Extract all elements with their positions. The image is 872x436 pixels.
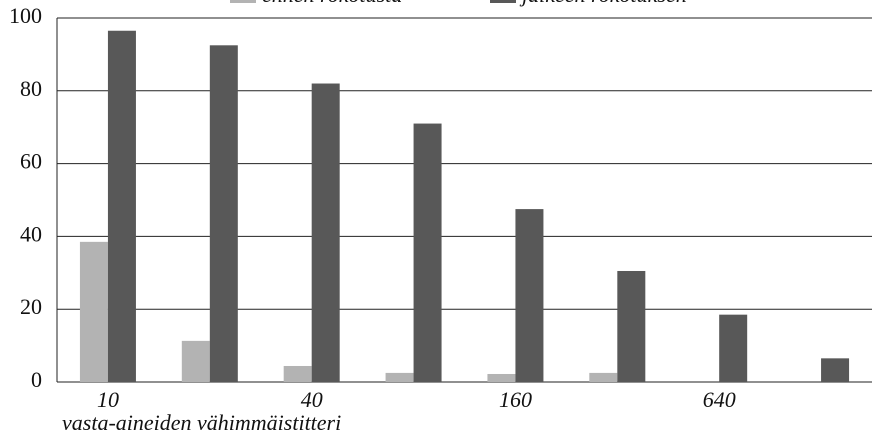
legend-swatch	[230, 0, 256, 3]
bar	[413, 123, 442, 382]
legend-label: ennen rokotusta	[262, 0, 402, 7]
y-tick-label: 40	[20, 221, 42, 246]
y-tick-label: 20	[20, 294, 42, 319]
x-tick-label: 640	[703, 387, 736, 412]
y-tick-label: 0	[31, 367, 42, 392]
bar	[181, 340, 210, 382]
legend-label: jälkeen rokotuksen	[519, 0, 687, 7]
bar	[589, 372, 618, 382]
bar	[515, 209, 544, 382]
x-tick-label: 10	[97, 387, 119, 412]
bar	[821, 358, 850, 382]
x-tick-label: 160	[499, 387, 532, 412]
bar	[617, 270, 646, 382]
bar	[79, 241, 108, 382]
bar	[719, 314, 748, 382]
bar	[107, 30, 136, 383]
bar	[385, 372, 414, 382]
bar	[487, 373, 516, 382]
bar	[209, 45, 238, 383]
legend-swatch	[490, 0, 516, 3]
bar	[283, 365, 312, 382]
y-tick-label: 100	[9, 3, 42, 28]
bar	[311, 83, 340, 383]
x-axis-title: vasta-aineiden vähimmäistitteri	[62, 410, 341, 435]
y-tick-label: 80	[20, 76, 42, 101]
y-tick-label: 60	[20, 149, 42, 174]
x-tick-label: 40	[301, 387, 323, 412]
